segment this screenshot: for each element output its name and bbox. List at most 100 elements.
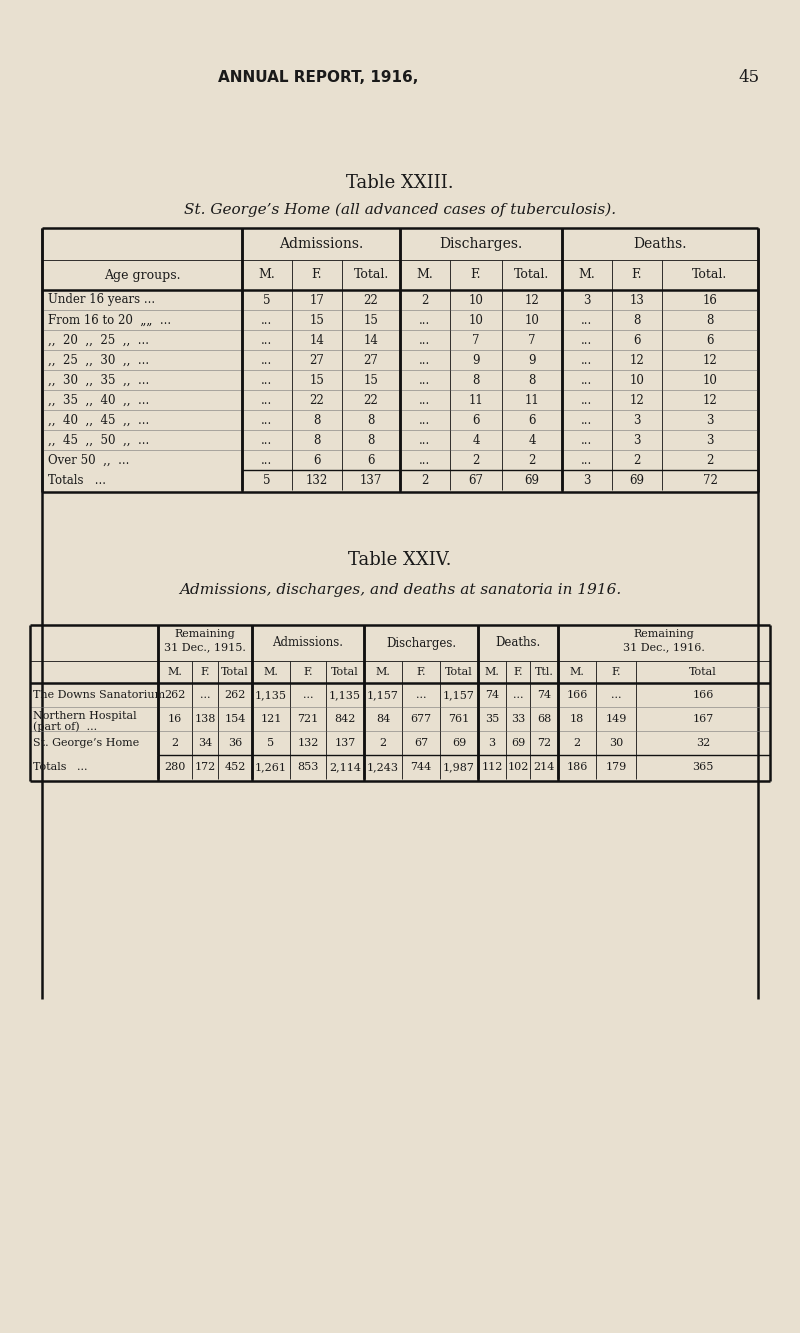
- Text: 69: 69: [630, 473, 645, 487]
- Text: 12: 12: [525, 293, 539, 307]
- Text: Discharges.: Discharges.: [386, 636, 456, 649]
- Text: F.: F.: [611, 666, 621, 677]
- Text: 16: 16: [702, 293, 718, 307]
- Text: 166: 166: [566, 690, 588, 700]
- Text: 121: 121: [260, 714, 282, 724]
- Text: 10: 10: [469, 313, 483, 327]
- Text: 4: 4: [528, 433, 536, 447]
- Text: 3: 3: [583, 293, 590, 307]
- Text: 167: 167: [692, 714, 714, 724]
- Text: ,,  25  ,,  30  ,,  ...: ,, 25 ,, 30 ,, ...: [48, 353, 149, 367]
- Text: 33: 33: [511, 714, 525, 724]
- Text: ...: ...: [419, 373, 430, 387]
- Text: 36: 36: [228, 738, 242, 748]
- Text: Over 50  ,,  ...: Over 50 ,, ...: [48, 453, 130, 467]
- Text: 11: 11: [469, 393, 483, 407]
- Text: ...: ...: [200, 690, 210, 700]
- Text: 15: 15: [363, 373, 378, 387]
- Text: ...: ...: [582, 433, 593, 447]
- Text: 15: 15: [310, 313, 325, 327]
- Text: ...: ...: [419, 453, 430, 467]
- Text: 280: 280: [164, 762, 186, 772]
- Text: 2: 2: [634, 453, 641, 467]
- Text: 34: 34: [198, 738, 212, 748]
- Text: 14: 14: [310, 333, 325, 347]
- Text: 74: 74: [537, 690, 551, 700]
- Text: 35: 35: [485, 714, 499, 724]
- Text: 6: 6: [367, 453, 374, 467]
- Text: ...: ...: [582, 393, 593, 407]
- Text: F.: F.: [200, 666, 210, 677]
- Text: 11: 11: [525, 393, 539, 407]
- Text: Totals   ...: Totals ...: [48, 473, 106, 487]
- Text: Total.: Total.: [354, 268, 389, 281]
- Text: F.: F.: [470, 268, 482, 281]
- Text: 842: 842: [334, 714, 356, 724]
- Text: 68: 68: [537, 714, 551, 724]
- Text: 137: 137: [334, 738, 356, 748]
- Text: 8: 8: [367, 433, 374, 447]
- Text: 1,261: 1,261: [255, 762, 287, 772]
- Text: 31 Dec., 1916.: 31 Dec., 1916.: [623, 643, 705, 652]
- Text: ...: ...: [302, 690, 314, 700]
- Text: 22: 22: [364, 393, 378, 407]
- Text: 2,114: 2,114: [329, 762, 361, 772]
- Text: 2: 2: [171, 738, 178, 748]
- Text: Total: Total: [221, 666, 249, 677]
- Text: M.: M.: [263, 666, 278, 677]
- Text: ...: ...: [582, 333, 593, 347]
- Text: F.: F.: [416, 666, 426, 677]
- Text: 365: 365: [692, 762, 714, 772]
- Text: 2: 2: [422, 473, 429, 487]
- Text: ,,  40  ,,  45  ,,  ...: ,, 40 ,, 45 ,, ...: [48, 413, 150, 427]
- Text: 179: 179: [606, 762, 626, 772]
- Text: 2: 2: [706, 453, 714, 467]
- Text: 3: 3: [583, 473, 590, 487]
- Text: 138: 138: [194, 714, 216, 724]
- Text: The Downs Sanatorium: The Downs Sanatorium: [33, 690, 166, 700]
- Text: 166: 166: [692, 690, 714, 700]
- Text: 102: 102: [507, 762, 529, 772]
- Text: Admissions.: Admissions.: [273, 636, 343, 649]
- Text: 27: 27: [310, 353, 325, 367]
- Text: 137: 137: [360, 473, 382, 487]
- Text: 6: 6: [472, 413, 480, 427]
- Text: 452: 452: [224, 762, 246, 772]
- Text: 172: 172: [194, 762, 216, 772]
- Text: 72: 72: [537, 738, 551, 748]
- Text: Remaining: Remaining: [634, 629, 694, 639]
- Text: Totals   ...: Totals ...: [33, 762, 87, 772]
- Text: 12: 12: [630, 393, 644, 407]
- Text: 3: 3: [634, 433, 641, 447]
- Text: Under 16 years ...: Under 16 years ...: [48, 293, 155, 307]
- Text: (part of)  ...: (part of) ...: [33, 721, 97, 732]
- Text: 10: 10: [702, 373, 718, 387]
- Text: 677: 677: [410, 714, 431, 724]
- Text: 15: 15: [310, 373, 325, 387]
- Text: Admissions, discharges, and deaths at sanatoria in 1916.: Admissions, discharges, and deaths at sa…: [179, 583, 621, 597]
- Text: 16: 16: [168, 714, 182, 724]
- Text: 2: 2: [528, 453, 536, 467]
- Text: Northern Hospital: Northern Hospital: [33, 710, 137, 721]
- Text: 132: 132: [298, 738, 318, 748]
- Text: 2: 2: [574, 738, 581, 748]
- Text: ...: ...: [582, 413, 593, 427]
- Text: 18: 18: [570, 714, 584, 724]
- Text: 10: 10: [525, 313, 539, 327]
- Text: 3: 3: [706, 433, 714, 447]
- Text: M.: M.: [578, 268, 595, 281]
- Text: Total: Total: [689, 666, 717, 677]
- Text: F.: F.: [312, 268, 322, 281]
- Text: 5: 5: [263, 293, 270, 307]
- Text: M.: M.: [258, 268, 275, 281]
- Text: Deaths.: Deaths.: [495, 636, 541, 649]
- Text: ,,  30  ,,  35  ,,  ...: ,, 30 ,, 35 ,, ...: [48, 373, 150, 387]
- Text: St. George’s Home: St. George’s Home: [33, 738, 139, 748]
- Text: ...: ...: [513, 690, 523, 700]
- Text: ...: ...: [262, 433, 273, 447]
- Text: 12: 12: [702, 393, 718, 407]
- Text: ANNUAL REPORT, 1916,: ANNUAL REPORT, 1916,: [218, 71, 418, 85]
- Text: ,,  45  ,,  50  ,,  ...: ,, 45 ,, 50 ,, ...: [48, 433, 150, 447]
- Text: Table XXIII.: Table XXIII.: [346, 175, 454, 192]
- Text: 3: 3: [489, 738, 495, 748]
